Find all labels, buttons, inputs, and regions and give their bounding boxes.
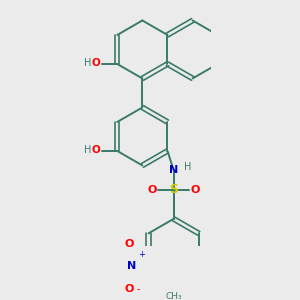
Text: O: O <box>190 185 200 195</box>
Text: H: H <box>84 145 91 155</box>
Text: -: - <box>136 284 140 294</box>
Text: H: H <box>184 162 191 172</box>
Text: O: O <box>147 185 157 195</box>
Text: O: O <box>92 58 100 68</box>
Text: +: + <box>139 250 145 259</box>
Text: N: N <box>127 261 136 271</box>
Text: H: H <box>84 58 91 68</box>
Text: CH₃: CH₃ <box>165 292 182 300</box>
Text: N: N <box>169 165 178 175</box>
Text: O: O <box>92 145 100 155</box>
Text: S: S <box>169 183 178 196</box>
Text: O: O <box>125 238 134 249</box>
Text: O: O <box>125 284 134 294</box>
